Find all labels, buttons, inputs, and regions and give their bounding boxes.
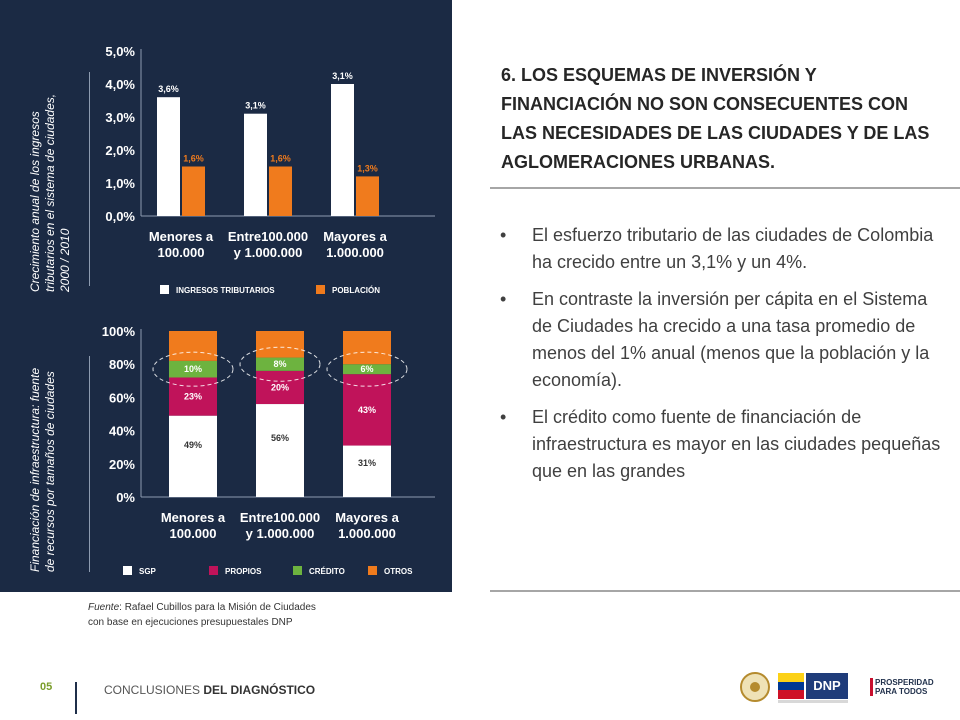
- category-label: Mayores a: [323, 229, 387, 244]
- dnp-logo: DNP: [806, 673, 848, 699]
- category-label: 1.000.000: [338, 526, 396, 541]
- stacked-segment: [169, 415, 217, 497]
- data-label: 3,6%: [158, 84, 179, 94]
- stacked-segment: [256, 370, 304, 405]
- bullet-list: El esfuerzo tributario de las ciudades d…: [500, 222, 950, 495]
- chart2-label-rule: [89, 356, 90, 572]
- data-label: 3,1%: [332, 71, 353, 81]
- legend-label: OTROS: [384, 567, 413, 576]
- legend-swatch: [209, 566, 218, 575]
- legend-label: INGRESOS TRIBUTARIOS: [176, 286, 275, 295]
- page-number: 05: [40, 681, 53, 693]
- category-label: 100.000: [158, 245, 205, 260]
- legend-swatch: [123, 566, 132, 575]
- category-label: Menores a: [161, 510, 226, 525]
- y-tick-label: 60%: [109, 390, 135, 405]
- category-label: 100.000: [170, 526, 217, 541]
- stacked-segment: [343, 364, 391, 375]
- y-tick-label: 100%: [102, 324, 136, 339]
- stacked-segment: [343, 331, 391, 365]
- legend-label: PROPIOS: [225, 567, 262, 576]
- credit-highlight-ellipse: [326, 351, 408, 387]
- credit-highlight-ellipse: [152, 351, 234, 387]
- bullet-item: El esfuerzo tributario de las ciudades d…: [500, 222, 950, 276]
- chart1-label-rule: [89, 72, 90, 286]
- bullet-item: El crédito como fuente de financiación d…: [500, 404, 950, 485]
- y-tick-label: 20%: [109, 457, 135, 472]
- legend-label: SGP: [139, 567, 157, 576]
- y-tick-label: 5,0%: [105, 44, 135, 59]
- dnp-logo-subtitle: [778, 700, 848, 703]
- data-label: 49%: [184, 440, 202, 450]
- bar: [244, 113, 267, 216]
- legend-swatch: [316, 285, 325, 294]
- data-label: 43%: [358, 405, 376, 415]
- stacked-segment: [343, 374, 391, 446]
- bar: [356, 176, 379, 216]
- y-tick-label: 0,0%: [105, 209, 135, 224]
- credit-highlight-ellipse: [239, 346, 321, 382]
- legend-label: CRÉDITO: [309, 567, 345, 576]
- data-label: 56%: [271, 433, 289, 443]
- y-tick-label: 80%: [109, 357, 135, 372]
- bar: [157, 97, 180, 216]
- stacked-segment: [169, 360, 217, 378]
- data-label: 20%: [271, 382, 289, 392]
- data-label: 1,6%: [270, 154, 291, 164]
- y-tick-label: 40%: [109, 424, 135, 439]
- heading-divider: [490, 187, 960, 189]
- bar: [182, 166, 205, 216]
- y-tick-label: 2,0%: [105, 143, 135, 158]
- colombia-flag-icon: [778, 673, 804, 699]
- y-tick-label: 1,0%: [105, 176, 135, 191]
- stacked-segment: [256, 404, 304, 497]
- legend-swatch: [293, 566, 302, 575]
- legend-label: POBLACIÓN: [332, 286, 380, 295]
- source-note: Fuente: Rafael Cubillos para la Misión d…: [88, 602, 316, 628]
- footer-divider: [490, 590, 960, 592]
- bar: [331, 84, 354, 216]
- data-label: 1,3%: [357, 163, 378, 173]
- stacked-segment: [256, 331, 304, 358]
- data-label: 31%: [358, 458, 376, 468]
- page-title: 6. LOS ESQUEMAS DE INVERSIÓN Y FINANCIAC…: [501, 65, 930, 172]
- bar: [269, 166, 292, 216]
- category-label: Mayores a: [335, 510, 399, 525]
- data-label: 1,6%: [183, 154, 204, 164]
- category-label: Menores a: [149, 229, 214, 244]
- category-label: y 1.000.000: [234, 245, 303, 260]
- footer-vertical-divider: [75, 682, 77, 714]
- data-label: 6%: [360, 364, 373, 374]
- data-label: 10%: [184, 364, 202, 374]
- prosperidad-logo: PROSPERIDAD PARA TODOS: [870, 678, 934, 696]
- data-label: 8%: [273, 359, 286, 369]
- legend-swatch: [368, 566, 377, 575]
- data-label: 23%: [184, 392, 202, 402]
- bullet-item: En contraste la inversión per cápita en …: [500, 286, 950, 394]
- stacked-segment: [256, 357, 304, 371]
- category-label: y 1.000.000: [246, 526, 315, 541]
- colombia-seal-icon: [740, 672, 770, 702]
- y-tick-label: 4,0%: [105, 77, 135, 92]
- charts-svg: 0,0% 1,0% 2,0% 3,0% 4,0% 5,0% 3,6% 1,6% 3,1% 1,6%…: [102, 44, 435, 576]
- y-tick-label: 0%: [116, 490, 135, 505]
- category-label: Entre100.000: [240, 510, 320, 525]
- category-label: Entre100.000: [228, 229, 308, 244]
- y-tick-label: 3,0%: [105, 110, 135, 125]
- stacked-segment: [169, 331, 217, 361]
- footer-title: CONCLUSIONES DEL DIAGNÓSTICO: [104, 683, 316, 697]
- category-label: 1.000.000: [326, 245, 384, 260]
- stacked-segment: [343, 445, 391, 497]
- legend-swatch: [160, 285, 169, 294]
- stacked-segment: [169, 377, 217, 416]
- logo-area: DNP PROSPERIDAD PARA TODOS: [740, 669, 940, 709]
- data-label: 3,1%: [245, 101, 266, 111]
